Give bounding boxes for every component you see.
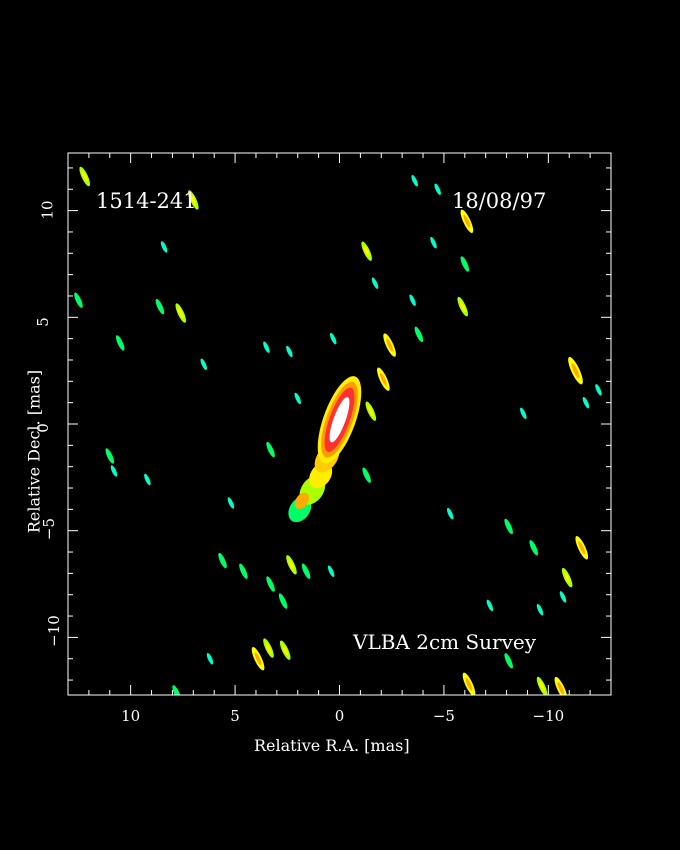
emission-blob bbox=[460, 256, 470, 272]
emission-blob bbox=[239, 563, 248, 579]
x-axis-title: Relative R.A. [mas] bbox=[254, 736, 410, 755]
emission-layer bbox=[74, 166, 602, 695]
y-axis-title: Relative Decl. [mas] bbox=[24, 369, 44, 534]
emission-blob bbox=[155, 298, 165, 315]
core-contour bbox=[329, 397, 350, 443]
emission-blob-peak bbox=[177, 307, 184, 319]
emission-blob bbox=[371, 277, 379, 289]
emission-blob-peak bbox=[557, 682, 565, 695]
emission-blob bbox=[227, 497, 235, 509]
emission-blob bbox=[362, 467, 371, 483]
emission-blob bbox=[160, 241, 168, 253]
emission-blob-peak bbox=[539, 681, 545, 692]
emission-blob bbox=[529, 540, 538, 556]
emission-blob bbox=[504, 518, 513, 535]
survey-label: VLBA 2cm Survey bbox=[353, 630, 537, 654]
emission-blob bbox=[411, 175, 418, 187]
axis-ticks bbox=[68, 153, 611, 695]
emission-blob bbox=[110, 465, 118, 477]
x-tick-label: 5 bbox=[230, 707, 240, 725]
x-tick-label: 0 bbox=[334, 707, 345, 725]
emission-blob-peak bbox=[459, 301, 466, 312]
emission-blob bbox=[115, 335, 125, 351]
emission-blob bbox=[430, 236, 437, 249]
emission-blob-peak bbox=[254, 652, 262, 666]
emission-blob-peak bbox=[578, 541, 586, 555]
emission-blob-peak bbox=[81, 171, 88, 182]
emission-blob-peak bbox=[265, 642, 272, 654]
y-tick-label: 5 bbox=[33, 316, 52, 327]
emission-blob bbox=[266, 576, 275, 592]
emission-blob bbox=[434, 183, 441, 195]
emission-blob bbox=[294, 392, 301, 405]
y-tick-label: 10 bbox=[38, 200, 57, 220]
emission-blob bbox=[582, 396, 590, 409]
y-tick-label: −5 bbox=[40, 517, 59, 540]
emission-blob-peak bbox=[367, 405, 374, 417]
emission-blob bbox=[329, 332, 337, 345]
emission-blob bbox=[263, 341, 270, 353]
emission-blob bbox=[446, 507, 454, 520]
y-tick-label: −10 bbox=[44, 614, 63, 647]
emission-blob bbox=[218, 552, 227, 569]
emission-blob bbox=[286, 345, 293, 358]
emission-blob bbox=[595, 384, 602, 396]
emission-blob-peak bbox=[363, 245, 370, 257]
x-tick-label: 10 bbox=[121, 707, 141, 725]
emission-blob bbox=[536, 603, 544, 616]
emission-blob-peak bbox=[571, 363, 580, 379]
emission-blob bbox=[200, 358, 207, 370]
x-tick-label: −10 bbox=[532, 707, 565, 725]
jet-core-layer bbox=[288, 376, 362, 523]
emission-blob bbox=[301, 563, 311, 579]
emission-blob bbox=[559, 591, 567, 603]
emission-blob-peak bbox=[463, 214, 471, 228]
jet-component bbox=[294, 492, 310, 509]
emission-blob bbox=[74, 292, 83, 308]
emission-blob bbox=[327, 565, 335, 577]
emission-blob-peak bbox=[386, 338, 394, 352]
emission-blob bbox=[409, 294, 416, 306]
source-name-label: 1514-241 bbox=[96, 189, 197, 213]
emission-blob bbox=[504, 653, 513, 669]
emission-blob-peak bbox=[282, 644, 289, 656]
emission-blob bbox=[144, 473, 151, 486]
emission-blob-peak bbox=[564, 572, 570, 583]
emission-blob-peak bbox=[465, 677, 473, 691]
emission-blob bbox=[172, 685, 181, 695]
emission-blob-peak bbox=[190, 194, 197, 206]
x-tick-label: −5 bbox=[432, 707, 455, 725]
observation-date-label: 18/08/97 bbox=[452, 189, 547, 213]
emission-blob bbox=[520, 407, 527, 420]
emission-blob bbox=[486, 599, 494, 612]
emission-blob-peak bbox=[379, 372, 387, 386]
emission-blob-peak bbox=[288, 559, 295, 571]
emission-blob bbox=[278, 593, 288, 609]
emission-blob bbox=[206, 653, 214, 665]
emission-blob bbox=[414, 326, 424, 343]
emission-blob bbox=[266, 441, 275, 458]
y-tick-label: 0 bbox=[33, 423, 52, 433]
emission-blob bbox=[105, 448, 115, 464]
